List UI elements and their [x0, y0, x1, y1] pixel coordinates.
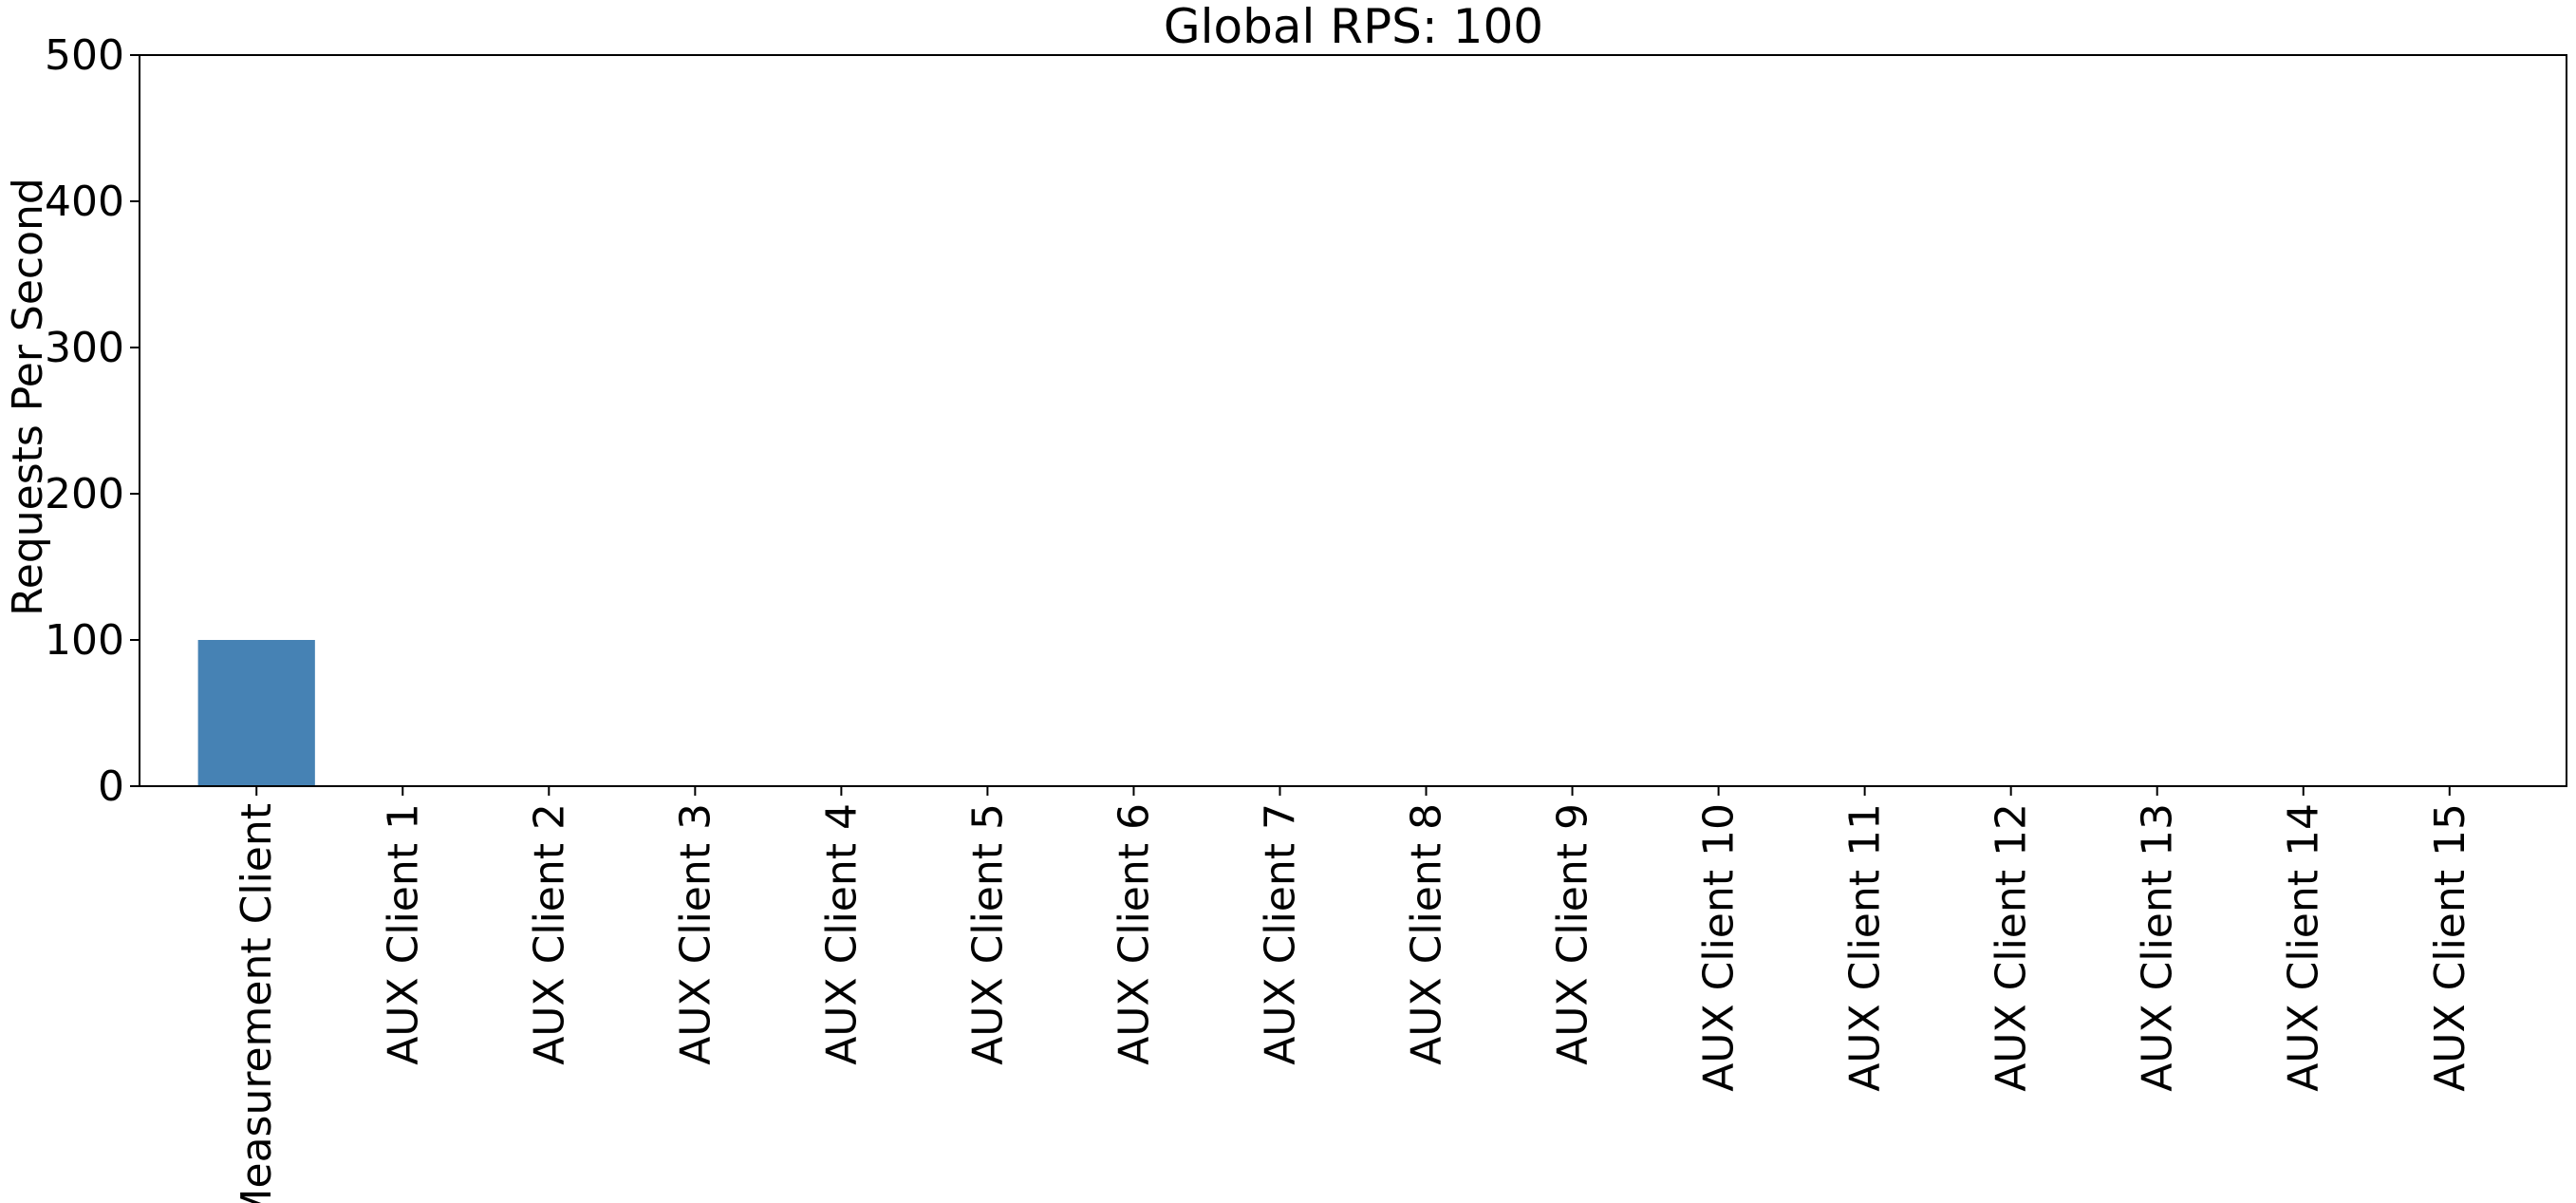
x-tick-label: AUX Client 8 [1403, 803, 1451, 1065]
x-tick-label: AUX Client 3 [671, 803, 719, 1065]
x-tick-label: AUX Client 7 [1256, 803, 1304, 1065]
plot-frame [139, 54, 2567, 787]
y-tick-label: 300 [45, 324, 124, 372]
y-tick-label: 100 [45, 616, 124, 665]
x-tick-label: AUX Client 10 [1695, 803, 1744, 1092]
y-tick-label: 0 [98, 762, 124, 811]
x-tick-label: AUX Client 4 [817, 803, 866, 1065]
y-axis-label: Requests Per Second [4, 178, 52, 616]
x-tick-label: AUX Client 5 [963, 803, 1012, 1065]
x-tick-label: AUX Client 6 [1110, 803, 1158, 1065]
x-axis: Measurement Client AUX Client 1 AUX Client… [233, 786, 2474, 1203]
y-tick-label: 400 [45, 178, 124, 226]
y-tick-label: 500 [45, 31, 124, 80]
x-tick-label: Measurement Client [233, 803, 281, 1203]
chart-title: Global RPS: 100 [1164, 0, 1543, 54]
x-tick-label: AUX Client 14 [2280, 803, 2328, 1092]
bar-1 [197, 640, 315, 786]
x-tick-label: AUX Client 15 [2426, 803, 2474, 1092]
x-tick-label: AUX Client 2 [525, 803, 573, 1065]
x-tick-label: AUX Client 12 [1988, 803, 2036, 1092]
x-tick-label: AUX Client 1 [379, 803, 427, 1065]
bars-group [197, 640, 315, 786]
y-tick-label: 200 [45, 470, 124, 518]
x-tick-label: AUX Client 13 [2134, 803, 2182, 1092]
y-axis: 0 100 200 300 400 500 [45, 31, 140, 811]
x-tick-label: AUX Client 11 [1841, 803, 1890, 1092]
x-tick-label: AUX Client 9 [1549, 803, 1597, 1065]
